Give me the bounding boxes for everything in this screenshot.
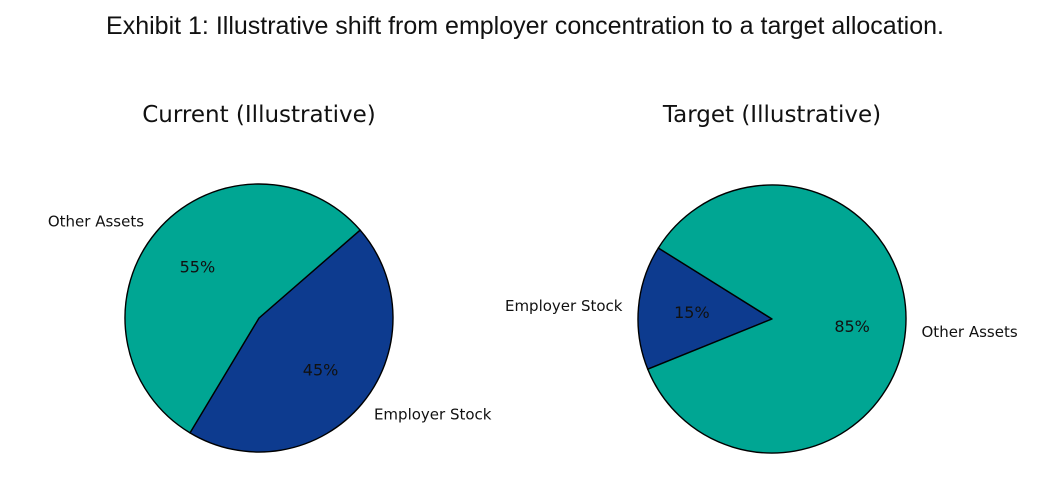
slice-label-other-assets: Other Assets [922, 323, 1018, 341]
pie-title-2: Target (Illustrative) [662, 102, 881, 128]
slice-percent-label: 55% [180, 257, 216, 276]
pie-slice-employer-stock [637, 247, 773, 370]
slice-label-employer-stock: Employer Stock [374, 405, 492, 423]
slice-label-other-assets: Other Assets [48, 213, 144, 231]
figure-title: Exhibit 1: Illustrative shift from emplo… [106, 12, 944, 40]
pie-title-1: Current (Illustrative) [142, 102, 376, 128]
pie-slice-other-assets [124, 183, 361, 434]
slice-percent-label: 15% [674, 303, 710, 322]
slice-percent-label: 85% [834, 317, 870, 336]
pie-slice-employer-stock [189, 229, 394, 453]
slice-label-employer-stock: Employer Stock [505, 297, 623, 315]
pie-slice-other-assets [647, 184, 907, 454]
slice-percent-label: 45% [303, 361, 339, 380]
